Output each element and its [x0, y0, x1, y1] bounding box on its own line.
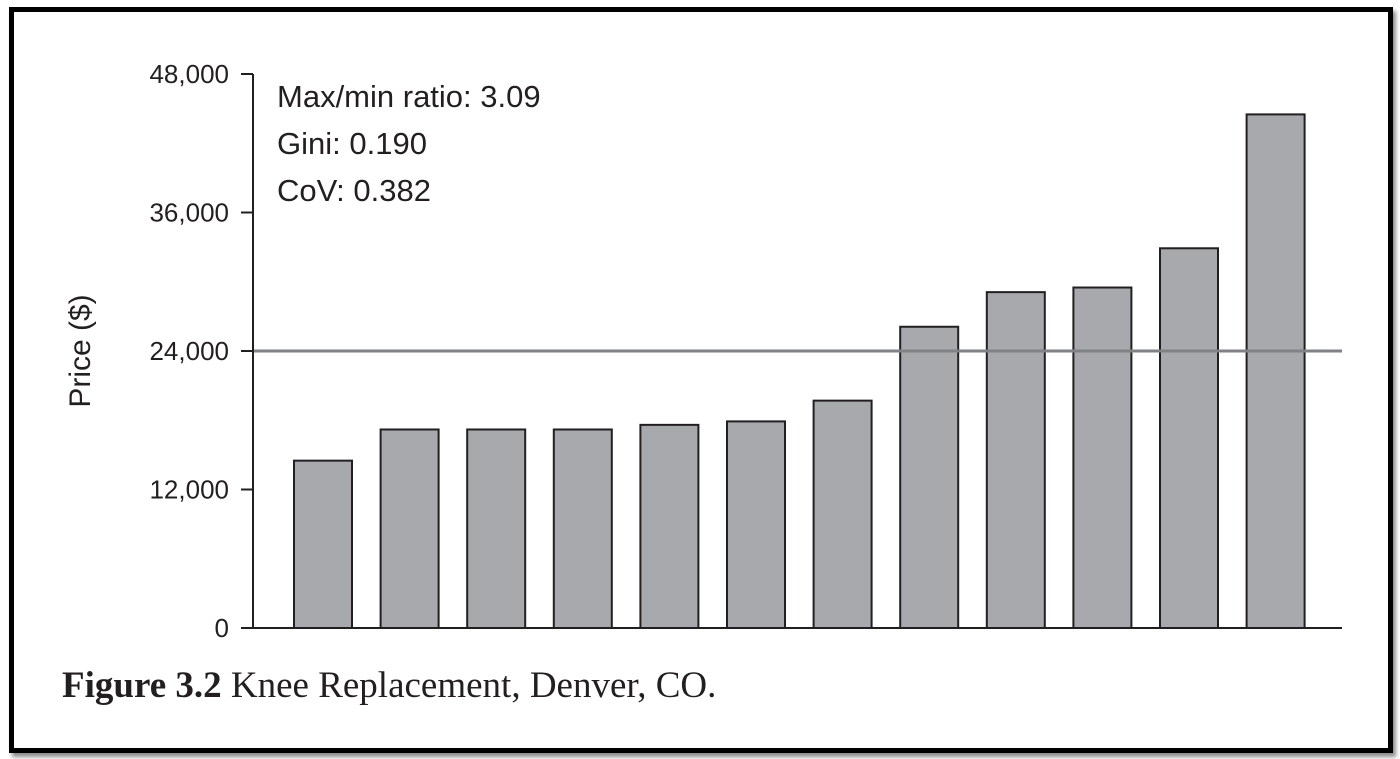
bar-7: [812, 399, 873, 630]
bar-5: [639, 423, 700, 629]
stat-annotation: CoV: 0.382: [277, 173, 431, 208]
bar-2: [379, 428, 440, 629]
y-tick-label: 24,000: [149, 336, 229, 366]
bars: [293, 113, 1306, 630]
bar-chart: 0 12,000 24,000 36,000 48,000 Max/min ratio:…: [64, 59, 1342, 643]
y-axis-ticks: 0 12,000 24,000 36,000 48,000: [149, 59, 253, 643]
bar-8: [899, 325, 960, 629]
figure-caption-text: Knee Replacement, Denver, CO.: [221, 665, 717, 706]
figure-number: Figure 3.2: [62, 665, 222, 706]
y-tick-label: 12,000: [149, 475, 229, 505]
y-tick-label: 0: [215, 613, 229, 643]
bar-1: [293, 459, 353, 630]
stat-annotation: Gini: 0.190: [277, 126, 427, 161]
bar-12: [1245, 113, 1306, 630]
bar-10: [1072, 286, 1133, 629]
y-tick-label: 48,000: [149, 59, 229, 89]
bar-4: [552, 428, 613, 629]
bar-6: [726, 420, 786, 630]
bar-3: [466, 428, 527, 629]
y-axis-label: Price ($): [64, 294, 97, 407]
figure-caption: Figure 3.2 Knee Replacement, Denver, CO.: [62, 664, 716, 707]
bar-11: [1159, 247, 1219, 629]
stats-annotations: Max/min ratio: 3.09 Gini: 0.190 CoV: 0.382: [277, 79, 541, 208]
y-tick-label: 36,000: [149, 198, 229, 228]
stat-annotation: Max/min ratio: 3.09: [277, 79, 541, 114]
bar-9: [985, 291, 1046, 629]
